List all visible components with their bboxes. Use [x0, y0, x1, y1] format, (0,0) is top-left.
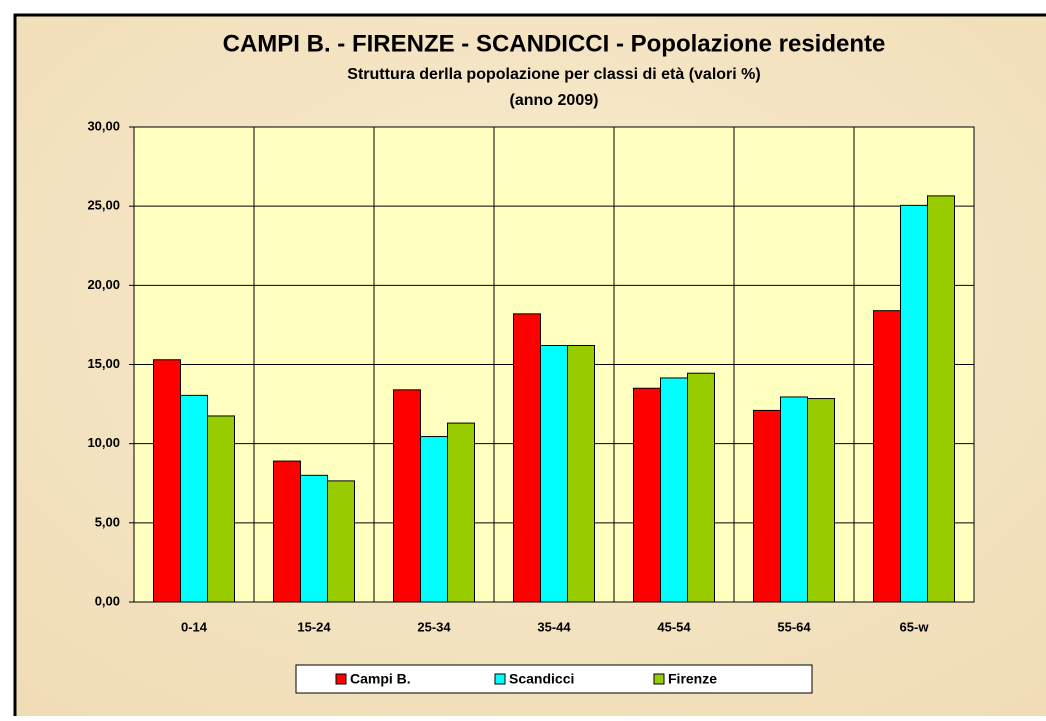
bar	[540, 345, 568, 603]
bar	[753, 409, 781, 603]
bar	[780, 396, 808, 603]
legend-label: Scandicci	[509, 671, 574, 687]
bar	[633, 387, 661, 603]
legend-label: Firenze	[668, 671, 717, 687]
bar	[873, 310, 901, 603]
legend-box	[295, 664, 813, 694]
x-tick-label: 15-24	[297, 619, 331, 634]
bar	[420, 436, 448, 603]
y-tick-label: 20,00	[87, 277, 120, 292]
bar	[393, 389, 421, 603]
chart-subtitle: (anno 2009)	[510, 92, 599, 109]
y-tick-label: 5,00	[95, 514, 120, 529]
bar	[180, 394, 208, 603]
x-tick-label: 55-64	[777, 619, 811, 634]
bar	[327, 480, 355, 603]
bar	[687, 372, 715, 603]
legend-swatch	[494, 673, 506, 685]
x-tick-label: 45-54	[657, 619, 691, 634]
chart-title: CAMPI B. - FIRENZE - SCANDICCI - Popolaz…	[223, 30, 886, 57]
bar	[273, 460, 301, 603]
chart-subtitle: Struttura derlla popolazione per classi …	[347, 66, 760, 83]
bar	[300, 474, 328, 603]
legend-label: Campi B.	[350, 671, 411, 687]
bar	[567, 345, 595, 603]
bar	[207, 415, 235, 603]
bar	[660, 377, 688, 603]
bar	[447, 422, 475, 603]
x-tick-label: 25-34	[417, 619, 451, 634]
x-tick-label: 35-44	[537, 619, 571, 634]
bar	[153, 359, 181, 603]
bar	[513, 313, 541, 603]
bar	[927, 195, 955, 603]
y-tick-label: 25,00	[87, 198, 120, 213]
legend-swatch	[653, 673, 665, 685]
x-tick-label: 0-14	[181, 619, 208, 634]
bar	[900, 204, 928, 603]
y-tick-label: 0,00	[95, 593, 120, 608]
bar	[807, 398, 835, 603]
legend-swatch	[335, 673, 347, 685]
y-tick-label: 15,00	[87, 356, 120, 371]
x-tick-label: 65-w	[900, 619, 930, 634]
y-tick-label: 10,00	[87, 435, 120, 450]
y-tick-label: 30,00	[87, 118, 120, 133]
